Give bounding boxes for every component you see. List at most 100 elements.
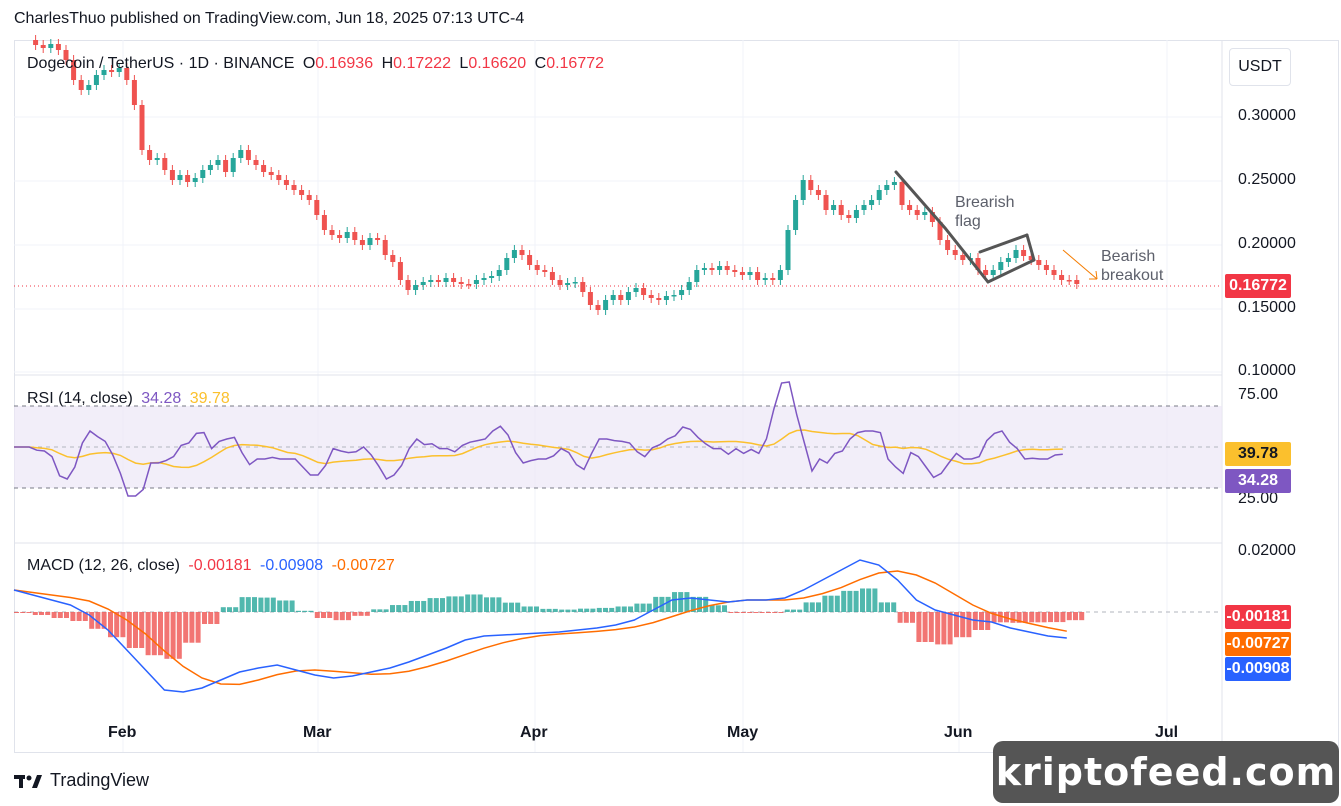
candle bbox=[390, 255, 396, 262]
candle bbox=[93, 75, 99, 85]
breakout-annotation-line2: breakout bbox=[1101, 267, 1164, 284]
candle bbox=[420, 282, 426, 285]
candle bbox=[321, 215, 327, 230]
month-label-may: May bbox=[727, 724, 759, 741]
currency-button[interactable]: USDT bbox=[1229, 48, 1291, 86]
candle bbox=[899, 182, 905, 205]
chart-frame[interactable] bbox=[14, 40, 1339, 753]
candle bbox=[922, 212, 928, 215]
candle bbox=[793, 200, 799, 230]
candle bbox=[1036, 260, 1042, 265]
candle bbox=[717, 266, 723, 270]
breakout-annotation[interactable]: Bearish breakout bbox=[1101, 247, 1163, 285]
candle bbox=[511, 250, 517, 258]
candle bbox=[154, 158, 160, 160]
candle bbox=[504, 258, 510, 270]
candle bbox=[671, 295, 677, 297]
candle bbox=[458, 282, 464, 284]
candle bbox=[686, 282, 692, 290]
rsi-tick: 75.00 bbox=[1238, 386, 1279, 403]
price-tick: 0.30000 bbox=[1238, 107, 1296, 124]
candle bbox=[633, 288, 639, 292]
candle bbox=[177, 175, 183, 180]
rsi-tick: 25.00 bbox=[1238, 490, 1279, 507]
candle bbox=[1043, 265, 1049, 270]
candle bbox=[549, 272, 555, 280]
candle bbox=[162, 158, 168, 170]
candle bbox=[238, 150, 244, 158]
candle bbox=[891, 182, 897, 185]
candle bbox=[823, 195, 829, 210]
candle bbox=[777, 270, 783, 280]
rsi-label[interactable]: RSI (14, close) bbox=[27, 390, 133, 407]
macd-label[interactable]: MACD (12, 26, close) bbox=[27, 557, 180, 574]
candle bbox=[975, 258, 981, 270]
candle bbox=[481, 278, 487, 280]
breakout-arrow bbox=[1062, 249, 1098, 280]
tradingview-logo[interactable]: TradingView bbox=[14, 770, 149, 791]
candle bbox=[853, 210, 859, 218]
candle bbox=[983, 270, 989, 275]
rsi-ma-value: 39.78 bbox=[189, 390, 230, 407]
rsi-legend: RSI (14, close) 34.28 39.78 bbox=[27, 390, 234, 408]
symbol-label[interactable]: Dogecoin / TetherUS · 1D · BINANCE bbox=[27, 55, 295, 72]
bearish-flag-drawing bbox=[894, 170, 1036, 284]
candle bbox=[451, 278, 457, 282]
open-value: 0.16936 bbox=[315, 55, 374, 72]
candle bbox=[207, 165, 213, 170]
candle bbox=[519, 250, 525, 255]
candle bbox=[435, 280, 441, 282]
rsi-ma-line bbox=[14, 429, 1063, 469]
candle bbox=[1074, 280, 1080, 284]
price-tick: 0.15000 bbox=[1238, 299, 1296, 316]
candle bbox=[1021, 250, 1027, 256]
candle bbox=[739, 272, 745, 275]
candle bbox=[960, 255, 966, 260]
candle bbox=[397, 262, 403, 280]
candle bbox=[1059, 275, 1065, 280]
candle bbox=[595, 305, 601, 310]
candle bbox=[945, 240, 951, 250]
macd-line-value: -0.00908 bbox=[260, 557, 324, 574]
candle bbox=[800, 180, 806, 200]
candle bbox=[732, 270, 738, 272]
candle bbox=[466, 284, 472, 286]
rsi-value: 34.28 bbox=[141, 390, 182, 407]
low-label: L bbox=[459, 55, 469, 72]
candle bbox=[405, 280, 411, 290]
candle bbox=[314, 200, 320, 215]
candle bbox=[557, 280, 563, 285]
candle bbox=[253, 160, 259, 165]
candle bbox=[998, 262, 1004, 270]
candle bbox=[587, 292, 593, 305]
price-tick: 0.10000 bbox=[1238, 362, 1296, 379]
candle bbox=[641, 288, 647, 295]
candle bbox=[929, 212, 935, 222]
candle bbox=[375, 238, 381, 240]
month-label-feb: Feb bbox=[108, 724, 137, 741]
high-label: H bbox=[381, 55, 394, 72]
macd-signal-value: -0.00727 bbox=[331, 557, 395, 574]
candle bbox=[63, 50, 69, 60]
candle bbox=[762, 278, 768, 280]
candle bbox=[337, 235, 343, 238]
macd-line bbox=[13, 559, 1067, 693]
price-tick: 0.20000 bbox=[1238, 235, 1296, 252]
candle bbox=[610, 295, 616, 300]
candle bbox=[283, 180, 289, 185]
candle bbox=[147, 150, 153, 160]
candle bbox=[1005, 258, 1011, 262]
flag-annotation[interactable]: Brearish flag bbox=[955, 193, 1015, 231]
candle bbox=[1051, 270, 1057, 275]
candle bbox=[542, 270, 548, 272]
candle bbox=[131, 80, 137, 105]
candle bbox=[428, 280, 434, 282]
candle bbox=[679, 290, 685, 295]
candle bbox=[838, 205, 844, 215]
candle bbox=[724, 266, 730, 270]
candle bbox=[109, 70, 115, 72]
candle bbox=[33, 40, 39, 45]
candle bbox=[694, 270, 700, 282]
tradingview-logo-icon bbox=[14, 774, 42, 788]
